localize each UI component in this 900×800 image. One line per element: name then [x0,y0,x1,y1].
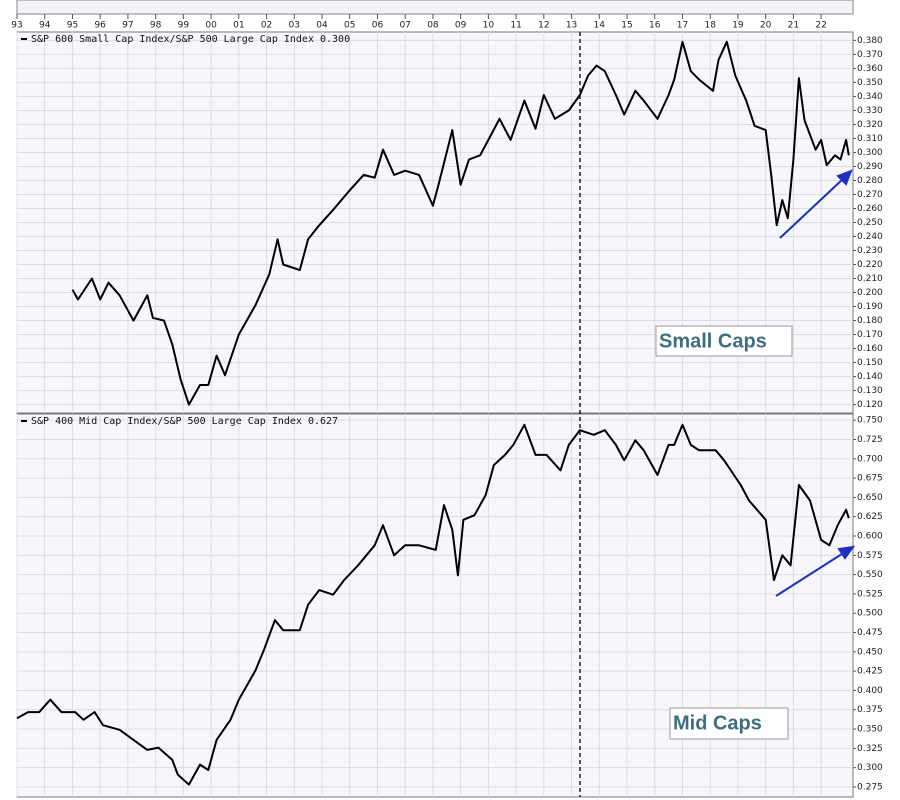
x-tick-label: 94 [39,21,51,31]
x-tick-label: 98 [150,21,162,31]
y-tick-label: 0.190 [857,302,883,312]
y-tick-label: 0.500 [857,609,883,619]
arrow-head [837,545,856,560]
y-tick-label: 0.330 [857,106,883,116]
x-tick-label: 16 [649,21,661,31]
y-tick-label: 0.380 [857,36,883,46]
x-tick-label: 19 [732,21,744,31]
x-tick-label: 96 [94,21,106,31]
annotations: Small Caps Mid Caps [655,325,793,740]
y-tick-label: 0.475 [857,628,883,638]
x-tick-label: 07 [399,21,410,31]
y-tick-label: 0.270 [857,190,883,200]
x-tick-label: 99 [178,21,190,31]
x-tick-label: 10 [483,21,495,31]
y-tick-label: 0.550 [857,570,883,580]
x-tick-label: 11 [510,21,521,31]
y-tick-label: 0.700 [857,454,883,464]
y-tick-label: 0.340 [857,92,883,102]
annotation: Small Caps [659,330,767,352]
y-tick-label: 0.450 [857,647,883,657]
y-tick-label: 0.240 [857,232,883,242]
y-tick-label: 0.230 [857,246,883,256]
arrow [775,551,846,597]
y-tick-label: 0.260 [857,204,883,214]
arrow [779,177,845,239]
y-tick-label: 0.360 [857,64,883,74]
y-tick-label: 0.750 [857,416,883,426]
previous-panel-edge [16,0,854,15]
y-tick-label: 0.130 [857,386,883,396]
y-tick-label: 0.370 [857,50,883,60]
y-tick-label: 0.675 [857,474,883,484]
x-tick-label: 17 [677,21,688,31]
x-tick-label: 02 [261,21,272,31]
y-tick-label: 0.300 [857,148,883,158]
x-tick-label: 05 [344,21,355,31]
x-tick-label: 12 [538,21,549,31]
y-tick-label: 0.290 [857,162,883,172]
x-tick-label: 03 [289,21,300,31]
y-tick-label: 0.250 [857,218,883,228]
x-tick-label: 06 [372,21,384,31]
y-tick-label: 0.120 [857,400,883,410]
y-tick-label: 0.170 [857,330,883,340]
annotation: Mid Caps [673,712,762,734]
x-tick-label: 00 [205,21,217,31]
y-tick-label: 0.525 [857,589,883,599]
y-tick-label: 0.150 [857,358,883,368]
x-tick-label: 21 [788,21,799,31]
y-tick-label: 0.400 [857,686,883,696]
y-tick-label: 0.320 [857,120,883,130]
marks [16,40,850,786]
x-tick-label: 95 [67,21,78,31]
y-tick-label: 0.210 [857,274,883,284]
x-tick-label: 09 [455,21,467,31]
annotation-box [669,707,789,740]
y-tick-label: 0.375 [857,705,883,715]
y-tick-label: 0.280 [857,176,883,186]
series-line [16,423,850,786]
x-tick-label: 93 [11,21,22,31]
arrow-head [836,169,853,186]
y-tick-label: 0.180 [857,316,883,326]
y-tick-label: 0.350 [857,725,883,735]
x-tick-label: 04 [316,21,328,31]
y-tick-label: 0.350 [857,78,883,88]
y-tick-label: 0.650 [857,493,883,503]
y-tick-label: 0.575 [857,551,883,561]
x-tick-label: 13 [566,21,577,31]
series-line [71,40,850,406]
y-tick-label: 0.600 [857,532,883,542]
panel-frame [16,413,854,798]
y-tick-label: 0.200 [857,288,883,298]
y-tick-label: 0.325 [857,744,883,754]
arrows [775,169,856,597]
y-tick-label: 0.625 [857,512,883,522]
x-tick-label: 22 [815,21,826,31]
x-tick-label: 97 [122,21,133,31]
y-tick-label: 0.725 [857,435,883,445]
chart-title: S&P 600 Small Cap Index/S&P 500 Large Ca… [31,34,350,45]
x-tick-label: 20 [760,21,772,31]
y-tick-label: 0.310 [857,134,883,144]
x-tick-label: 08 [427,21,439,31]
x-tick-label: 15 [621,21,632,31]
chart-title: S&P 400 Mid Cap Index/S&P 500 Large Cap … [31,416,338,427]
y-tick-label: 0.425 [857,667,883,677]
y-tick-label: 0.300 [857,763,883,773]
y-tick-label: 0.160 [857,344,883,354]
y-tick-label: 0.220 [857,260,883,270]
x-tick-label: 18 [704,21,716,31]
y-tick-label: 0.275 [857,782,883,792]
x-tick-label: 14 [594,21,606,31]
y-tick-label: 0.140 [857,372,883,382]
annotation-box [655,325,793,357]
grid: 0.120 0.130 0.140 0.150 0.160 0.170 0.180 0.190… [11,14,883,797]
x-tick-label: 01 [233,21,244,31]
